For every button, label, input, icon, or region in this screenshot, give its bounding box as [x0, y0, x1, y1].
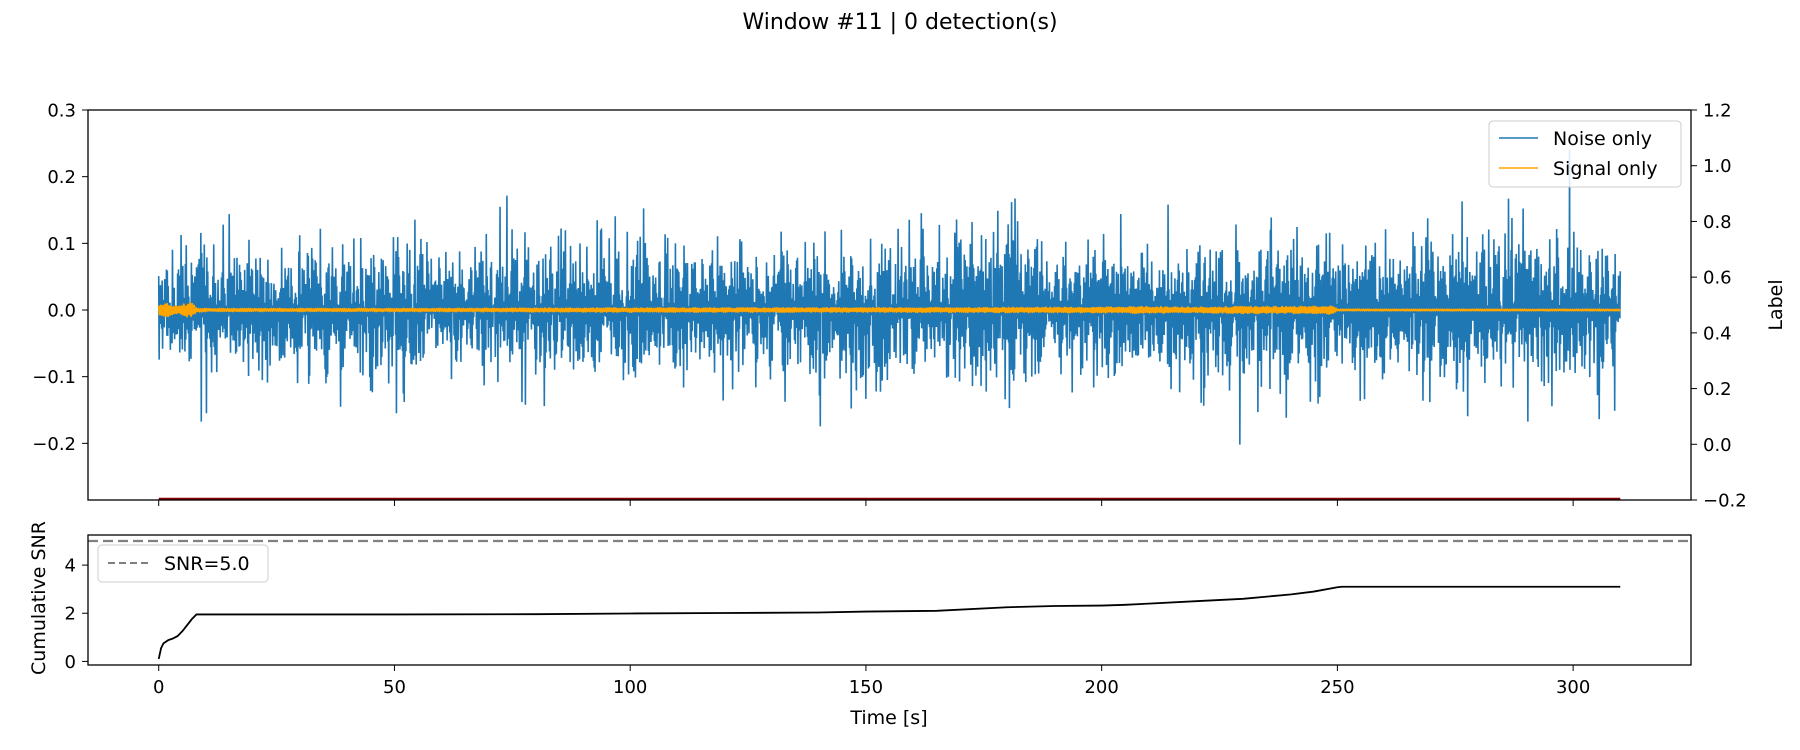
legend-label-noise: Noise only — [1553, 128, 1652, 150]
series-line-signal-only — [157, 302, 1621, 318]
x-axis-title: Time [s] — [849, 707, 927, 729]
signal-subplot: −0.2 −0.1 0.0 0.1 0.2 0.3 −0.2 0.0 0.2 0.4 0.6 0.8… — [32, 101, 1787, 512]
signal-x-axis — [158, 500, 1574, 506]
snr-y-tick-label: 0 — [65, 652, 76, 673]
snr-x-tick-label: 250 — [1320, 677, 1354, 698]
label-y-axis: −0.2 0.0 0.2 0.4 0.6 0.8 1.0 1.2 — [1691, 101, 1747, 512]
signal-y-tick-label: 0.1 — [47, 234, 76, 255]
snr-y-axis: 0 2 4 — [65, 556, 88, 673]
signal-axes-frame — [87, 109, 1692, 501]
legend-label-threshold: SNR=5.0 — [164, 553, 250, 575]
snr-y-tick-label: 2 — [65, 604, 76, 625]
signal-plot-area — [157, 149, 1622, 500]
label-y-tick-label: 1.0 — [1703, 156, 1732, 177]
snr-x-tick-label: 200 — [1084, 677, 1118, 698]
label-y-tick-label: 0.6 — [1703, 268, 1732, 289]
signal-y-tick-label: −0.1 — [32, 367, 76, 388]
snr-legend: SNR=5.0 — [97, 544, 269, 583]
snr-x-tick-label: 100 — [613, 677, 647, 698]
snr-x-tick-label: 300 — [1556, 677, 1590, 698]
series-line-cumulative-snr — [157, 585, 1621, 660]
snr-y-tick-label: 4 — [65, 556, 76, 577]
signal-y-axis: −0.2 −0.1 0.0 0.1 0.2 0.3 — [32, 101, 88, 455]
signal-legend: Noise only Signal only — [1488, 120, 1682, 188]
series-line-noise-only — [157, 149, 1622, 445]
snr-x-tick-label: 150 — [849, 677, 883, 698]
label-y-tick-label: 0.2 — [1703, 379, 1732, 400]
label-y-tick-label: 0.8 — [1703, 212, 1732, 233]
label-y-tick-label: 1.2 — [1703, 101, 1732, 122]
label-y-tick-label: −0.2 — [1703, 491, 1747, 512]
signal-y-tick-label: −0.2 — [32, 434, 76, 455]
signal-y-tick-label: 0.3 — [47, 101, 76, 122]
snr-plot-area — [88, 539, 1691, 660]
snr-x-axis: 0 50 100 150 200 250 300 — [153, 665, 1590, 698]
snr-x-tick-label: 50 — [383, 677, 406, 698]
figure-title: Window #11 | 0 detection(s) — [742, 10, 1058, 35]
signal-y-tick-label: 0.0 — [47, 301, 76, 322]
snr-subplot: 0 2 4 0 50 100 150 200 250 300 Time [s] Cumulati… — [28, 521, 1692, 729]
label-y-tick-label: 0.4 — [1703, 323, 1732, 344]
signal-y-tick-label: 0.2 — [47, 167, 76, 188]
legend-label-signal: Signal only — [1553, 158, 1658, 180]
snr-axis-title: Cumulative SNR — [28, 521, 50, 675]
snr-axes-frame — [87, 534, 1692, 666]
label-y-tick-label: 0.0 — [1703, 435, 1732, 456]
snr-legend-box — [97, 544, 269, 583]
snr-x-tick-label: 0 — [153, 677, 164, 698]
label-axis-title: Label — [1765, 279, 1787, 330]
